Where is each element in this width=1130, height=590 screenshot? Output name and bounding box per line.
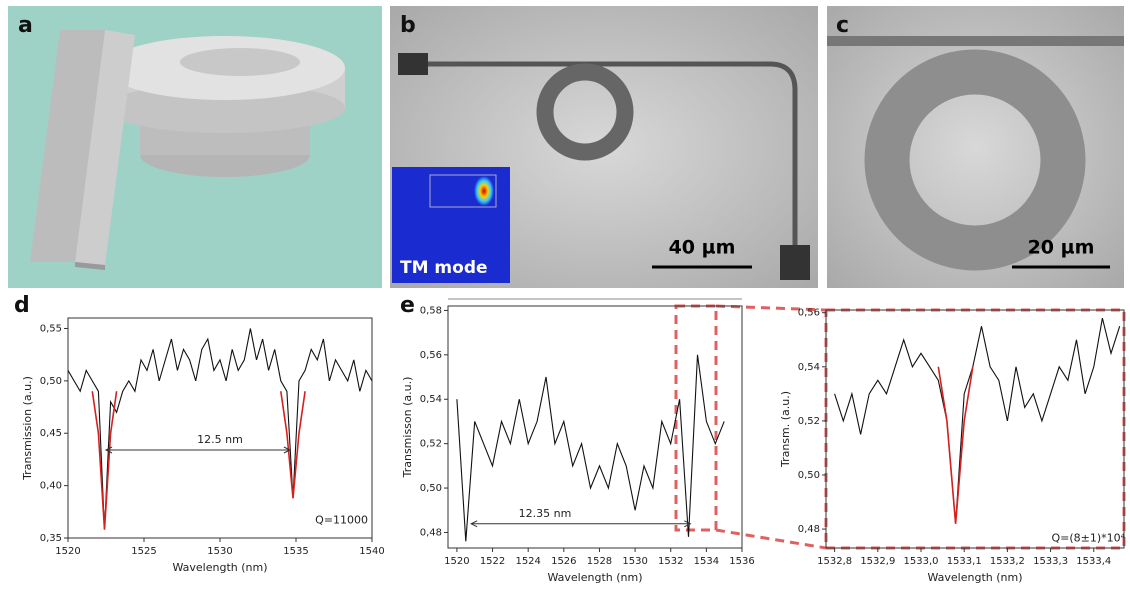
x-tick-label: 1534 [694,556,719,567]
scale-bar-label: 40 µm [669,237,736,259]
y-tick-label: 0,54 [798,362,820,373]
y-tick-label: 0,52 [798,416,820,427]
y-axis-label: Transm. (a.u.) [779,391,792,468]
y-tick-label: 0,40 [40,481,62,492]
panel-label: b [400,13,416,38]
x-tick-label: 1528 [587,556,612,567]
panel-label: c [836,13,849,38]
zoom-indicator [676,306,1124,548]
x-axis-label: Wavelength (nm) [547,571,642,584]
y-tick-label: 0,45 [40,428,62,439]
scale-bar-label: 20 µm [1028,237,1095,259]
x-tick-label: 1532 [658,556,683,567]
figure-svg: a TM mode 40 µm b 20 µm c d e 1520 1525 15… [0,0,1130,590]
y-tick-label: 0,55 [40,323,62,334]
x-tick-label: 1525 [131,546,156,557]
y-tick-label: 0,58 [420,305,442,316]
annotation: Q=(8±1)*10⁴ [1051,531,1125,544]
data-line [281,391,305,498]
y-tick-label: 0,52 [420,439,442,450]
x-tick-label: 1532,9 [860,556,895,567]
x-tick-label: 1526 [551,556,576,567]
annotation: Q=11000 [315,513,368,526]
x-tick-label: 1533,4 [1076,556,1111,567]
x-axis-label: Wavelength (nm) [927,571,1022,584]
annotation: 12.5 nm [197,433,243,446]
y-tick-label: 0,48 [420,527,442,538]
x-tick-label: 1520 [55,546,80,557]
x-tick-label: 1533,1 [947,556,982,567]
y-axis-label: Transmisson (a.u.) [401,377,414,479]
y-tick-label: 0,35 [40,533,62,544]
x-tick-label: 1522 [480,556,505,567]
y-axis-label: Transmission (a.u.) [21,376,34,481]
panel-label: d [14,293,30,318]
y-tick-label: 0,56 [420,350,442,361]
figure: a TM mode 40 µm b 20 µm c d e 1520 1525 15… [0,0,1130,590]
data-line [92,391,116,529]
y-tick-label: 0,50 [40,376,62,387]
y-tick-label: 0,50 [420,483,442,494]
x-tick-label: 1524 [515,556,540,567]
panel-a: a [8,6,382,288]
x-tick-label: 1532,8 [817,556,852,567]
x-tick-label: 1540 [359,546,384,557]
annotation: 12.35 nm [519,507,572,520]
data-line [938,367,973,524]
y-tick-label: 0,50 [798,470,820,481]
panel-label: a [18,13,33,38]
inset-label: TM mode [400,258,488,278]
x-tick-label: 1536 [729,556,754,567]
plot-frame [448,306,742,548]
y-tick-label: 0,48 [798,524,820,535]
x-tick-label: 1530 [207,546,232,557]
x-tick-label: 1520 [444,556,469,567]
x-tick-label: 1533,0 [904,556,939,567]
y-tick-label: 0,54 [420,394,442,405]
data-line [835,318,1120,524]
x-axis-label: Wavelength (nm) [172,561,267,574]
panel-c: 20 µm c [827,6,1124,288]
data-line [68,329,372,530]
plot-frame [826,310,1124,548]
plot-frame [68,318,372,538]
x-tick-label: 1535 [283,546,308,557]
panel-label: e [400,293,415,318]
data-line [457,355,724,542]
x-tick-label: 1533,3 [1033,556,1068,567]
y-tick-label: 0,56 [798,308,820,319]
x-tick-label: 1533,2 [990,556,1025,567]
x-tick-label: 1530 [622,556,647,567]
panel-b: TM mode 40 µm b [390,6,818,288]
